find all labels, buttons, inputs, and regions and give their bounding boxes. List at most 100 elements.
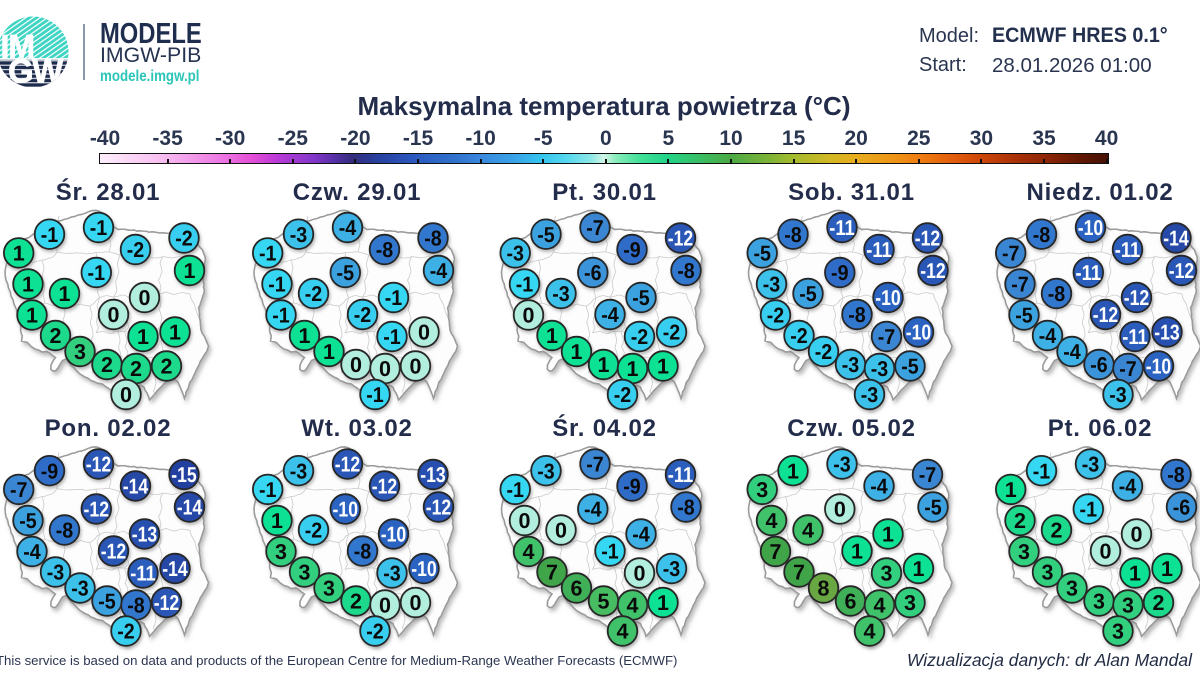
- svg-text:1: 1: [59, 282, 71, 306]
- svg-text:-1: -1: [1080, 498, 1098, 522]
- svg-text:-11: -11: [1076, 261, 1102, 285]
- svg-text:-12: -12: [372, 475, 398, 499]
- svg-text:-10: -10: [381, 523, 407, 547]
- svg-text:-2: -2: [631, 325, 649, 349]
- svg-text:-10: -10: [906, 321, 932, 345]
- svg-text:-10: -10: [411, 557, 437, 581]
- svg-text:-11: -11: [829, 216, 855, 240]
- svg-text:-3: -3: [290, 459, 308, 483]
- svg-text:-4: -4: [632, 523, 650, 547]
- svg-text:3: 3: [881, 562, 893, 586]
- svg-text:-9: -9: [41, 459, 59, 483]
- svg-text:-3: -3: [861, 383, 879, 407]
- svg-text:-7: -7: [586, 216, 604, 240]
- svg-text:1: 1: [571, 340, 583, 364]
- svg-text:-10: -10: [1078, 216, 1104, 240]
- svg-text:-2: -2: [175, 227, 193, 251]
- svg-text:-1: -1: [268, 273, 286, 297]
- svg-text:0: 0: [634, 562, 646, 586]
- svg-text:-4: -4: [339, 216, 357, 240]
- svg-text:-1: -1: [259, 478, 277, 502]
- svg-text:-12: -12: [101, 540, 127, 564]
- svg-text:0: 0: [834, 498, 846, 522]
- svg-text:-2: -2: [790, 324, 808, 348]
- svg-text:-9: -9: [831, 261, 849, 285]
- svg-text:3: 3: [1093, 590, 1105, 614]
- svg-text:-14: -14: [123, 475, 149, 499]
- svg-text:1: 1: [851, 540, 863, 564]
- svg-text:-12: -12: [1169, 259, 1195, 283]
- svg-text:-14: -14: [177, 496, 203, 520]
- svg-text:1: 1: [1005, 478, 1017, 502]
- svg-text:0: 0: [139, 286, 151, 310]
- svg-text:-3: -3: [833, 453, 851, 477]
- svg-text:0: 0: [555, 519, 567, 543]
- svg-text:-11: -11: [866, 238, 892, 262]
- svg-text:-3: -3: [871, 357, 889, 381]
- svg-text:-9: -9: [623, 238, 641, 262]
- svg-text:-6: -6: [584, 261, 602, 285]
- svg-text:-3: -3: [290, 223, 308, 247]
- svg-text:-13: -13: [420, 463, 446, 487]
- svg-text:-8: -8: [127, 594, 145, 618]
- svg-text:-3: -3: [506, 242, 524, 266]
- svg-text:1: 1: [627, 357, 639, 381]
- svg-text:-8: -8: [1033, 223, 1051, 247]
- svg-text:1: 1: [1129, 562, 1141, 586]
- svg-text:-5: -5: [19, 509, 37, 533]
- svg-text:-2: -2: [767, 304, 785, 328]
- svg-text:-6: -6: [1173, 496, 1191, 520]
- svg-text:-3: -3: [1082, 453, 1100, 477]
- svg-text:-2: -2: [127, 238, 145, 262]
- svg-text:-1: -1: [383, 325, 401, 349]
- svg-text:-1: -1: [601, 540, 619, 564]
- svg-text:1: 1: [184, 259, 196, 283]
- svg-text:1: 1: [271, 509, 283, 533]
- svg-text:-12: -12: [1124, 286, 1150, 310]
- svg-text:-8: -8: [1167, 463, 1185, 487]
- svg-text:2: 2: [350, 590, 362, 614]
- svg-text:0: 0: [519, 509, 531, 533]
- svg-text:4: 4: [766, 509, 778, 533]
- svg-text:-2: -2: [305, 519, 323, 543]
- svg-text:0: 0: [523, 304, 535, 328]
- svg-text:-5: -5: [632, 286, 650, 310]
- svg-text:-3: -3: [71, 577, 89, 601]
- svg-text:-12: -12: [84, 498, 110, 522]
- svg-text:-8: -8: [424, 227, 442, 251]
- svg-text:-1: -1: [516, 273, 534, 297]
- svg-text:-1: -1: [41, 223, 59, 247]
- svg-text:-1: -1: [259, 242, 277, 266]
- svg-text:1: 1: [913, 557, 925, 581]
- svg-text:7: 7: [793, 561, 805, 585]
- svg-text:-11: -11: [1122, 325, 1148, 349]
- svg-text:-7: -7: [919, 463, 937, 487]
- svg-text:-11: -11: [130, 562, 156, 586]
- svg-text:4: 4: [874, 594, 886, 618]
- svg-text:-4: -4: [601, 303, 619, 327]
- svg-text:-8: -8: [784, 223, 802, 247]
- svg-text:-4: -4: [584, 498, 602, 522]
- svg-text:-8: -8: [56, 519, 74, 543]
- svg-text:2: 2: [161, 355, 173, 379]
- svg-text:2: 2: [101, 353, 113, 377]
- svg-text:2: 2: [50, 324, 62, 348]
- svg-text:-4: -4: [1063, 340, 1081, 364]
- svg-text:6: 6: [845, 590, 857, 614]
- svg-text:-15: -15: [171, 463, 197, 487]
- svg-text:-12: -12: [920, 259, 946, 283]
- svg-text:-8: -8: [1048, 282, 1066, 306]
- svg-text:0: 0: [108, 303, 120, 327]
- svg-text:0: 0: [418, 321, 430, 345]
- svg-text:3: 3: [904, 591, 916, 615]
- svg-text:-8: -8: [848, 303, 866, 327]
- svg-text:-1: -1: [90, 216, 108, 240]
- svg-text:-1: -1: [506, 478, 524, 502]
- svg-text:-5: -5: [337, 261, 355, 285]
- svg-text:-12: -12: [1093, 303, 1119, 327]
- svg-text:-12: -12: [86, 453, 112, 477]
- svg-text:-1: -1: [1033, 459, 1051, 483]
- svg-text:-5: -5: [537, 223, 555, 247]
- svg-text:-12: -12: [335, 453, 361, 477]
- svg-text:-13: -13: [132, 523, 158, 547]
